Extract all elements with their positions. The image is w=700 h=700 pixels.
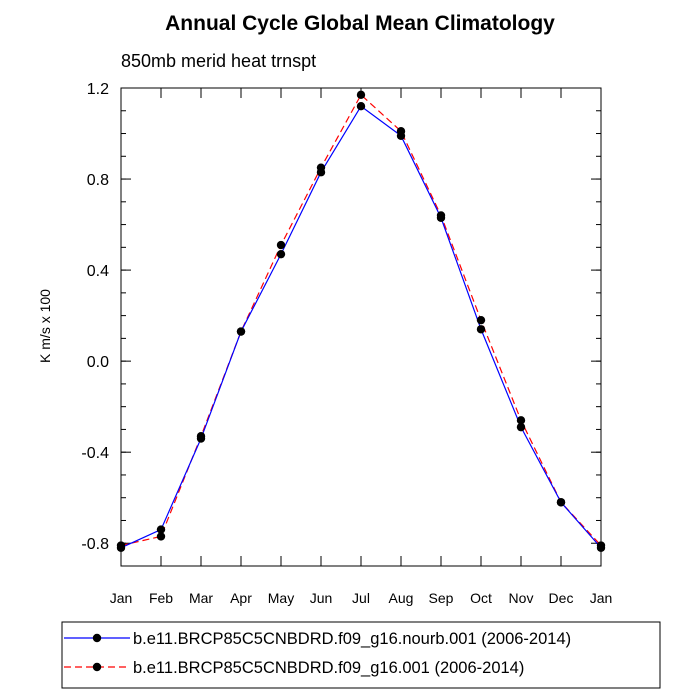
- x-tick-label: Jun: [310, 590, 333, 606]
- series-1-point: [476, 325, 486, 334]
- series-2-point: [116, 541, 126, 550]
- y-axis-ticks: -0.8 -0.4 0.0 0.4 0.8 1.2: [81, 81, 601, 567]
- series-line-1: [120, 105, 602, 549]
- legend-label-1: b.e11.BRCP85C5CNBDRD.f09_g16.nourb.001 (…: [133, 630, 571, 648]
- y-tick-label: -0.8: [81, 536, 109, 553]
- x-tick-label: Jan: [110, 590, 133, 606]
- series-2-point: [516, 416, 526, 425]
- plot-frame: [120, 87, 602, 567]
- chart-title: Annual Cycle Global Mean Climatology: [165, 12, 555, 35]
- x-tick-label: Dec: [549, 590, 574, 606]
- series-2-point: [156, 532, 166, 541]
- series-1-point: [516, 422, 526, 432]
- y-tick-label: 1.2: [87, 81, 109, 98]
- series-2-point: [196, 432, 206, 441]
- legend-entries: b.e11.BRCP85C5CNBDRD.f09_g16.nourb.001 (…: [64, 630, 571, 677]
- x-tick-label: Aug: [389, 590, 414, 606]
- series-layer: [116, 90, 606, 552]
- series-1-point: [356, 102, 366, 111]
- series-2-point: [276, 240, 286, 250]
- series-2-point: [316, 163, 326, 172]
- series-2-point: [556, 498, 566, 507]
- series-2-point: [596, 541, 606, 550]
- series-1-point: [156, 525, 166, 534]
- y-tick-label: 0.8: [87, 172, 109, 189]
- y-tick-label: 0.0: [87, 354, 109, 371]
- series-2-point: [236, 327, 246, 336]
- y-tick-label: 0.4: [87, 263, 109, 280]
- legend-marker-2: [92, 662, 102, 672]
- y-axis-label: K m/s x 100: [37, 289, 53, 363]
- series-2-point: [436, 211, 446, 220]
- series-line-2: [120, 93, 602, 547]
- x-tick-label: Nov: [509, 590, 534, 606]
- y-tick-label: -0.4: [81, 445, 109, 462]
- x-tick-label: May: [268, 590, 294, 606]
- legend-marker-1: [92, 633, 102, 643]
- x-tick-label: Feb: [149, 590, 173, 606]
- x-tick-label: Sep: [429, 590, 454, 606]
- x-tick-label: Apr: [230, 590, 252, 606]
- series-1-point: [276, 249, 286, 259]
- legend: [61, 621, 661, 689]
- chart-subtitle: 850mb merid heat trnspt: [121, 51, 316, 71]
- legend-label-2: b.e11.BRCP85C5CNBDRD.f09_g16.001 (2006-2…: [133, 659, 524, 677]
- x-tick-label: Oct: [470, 590, 492, 606]
- x-axis-ticks: Jan Feb Mar Apr May Jun Jul Aug Sep Oct Nov Dec Jan: [110, 88, 613, 606]
- series-2-point: [476, 315, 486, 325]
- series-2-point: [396, 127, 406, 136]
- x-tick-label: Jan: [590, 590, 613, 606]
- x-tick-label: Jul: [352, 590, 370, 606]
- x-tick-label: Mar: [189, 590, 213, 606]
- series-2-point: [356, 90, 366, 100]
